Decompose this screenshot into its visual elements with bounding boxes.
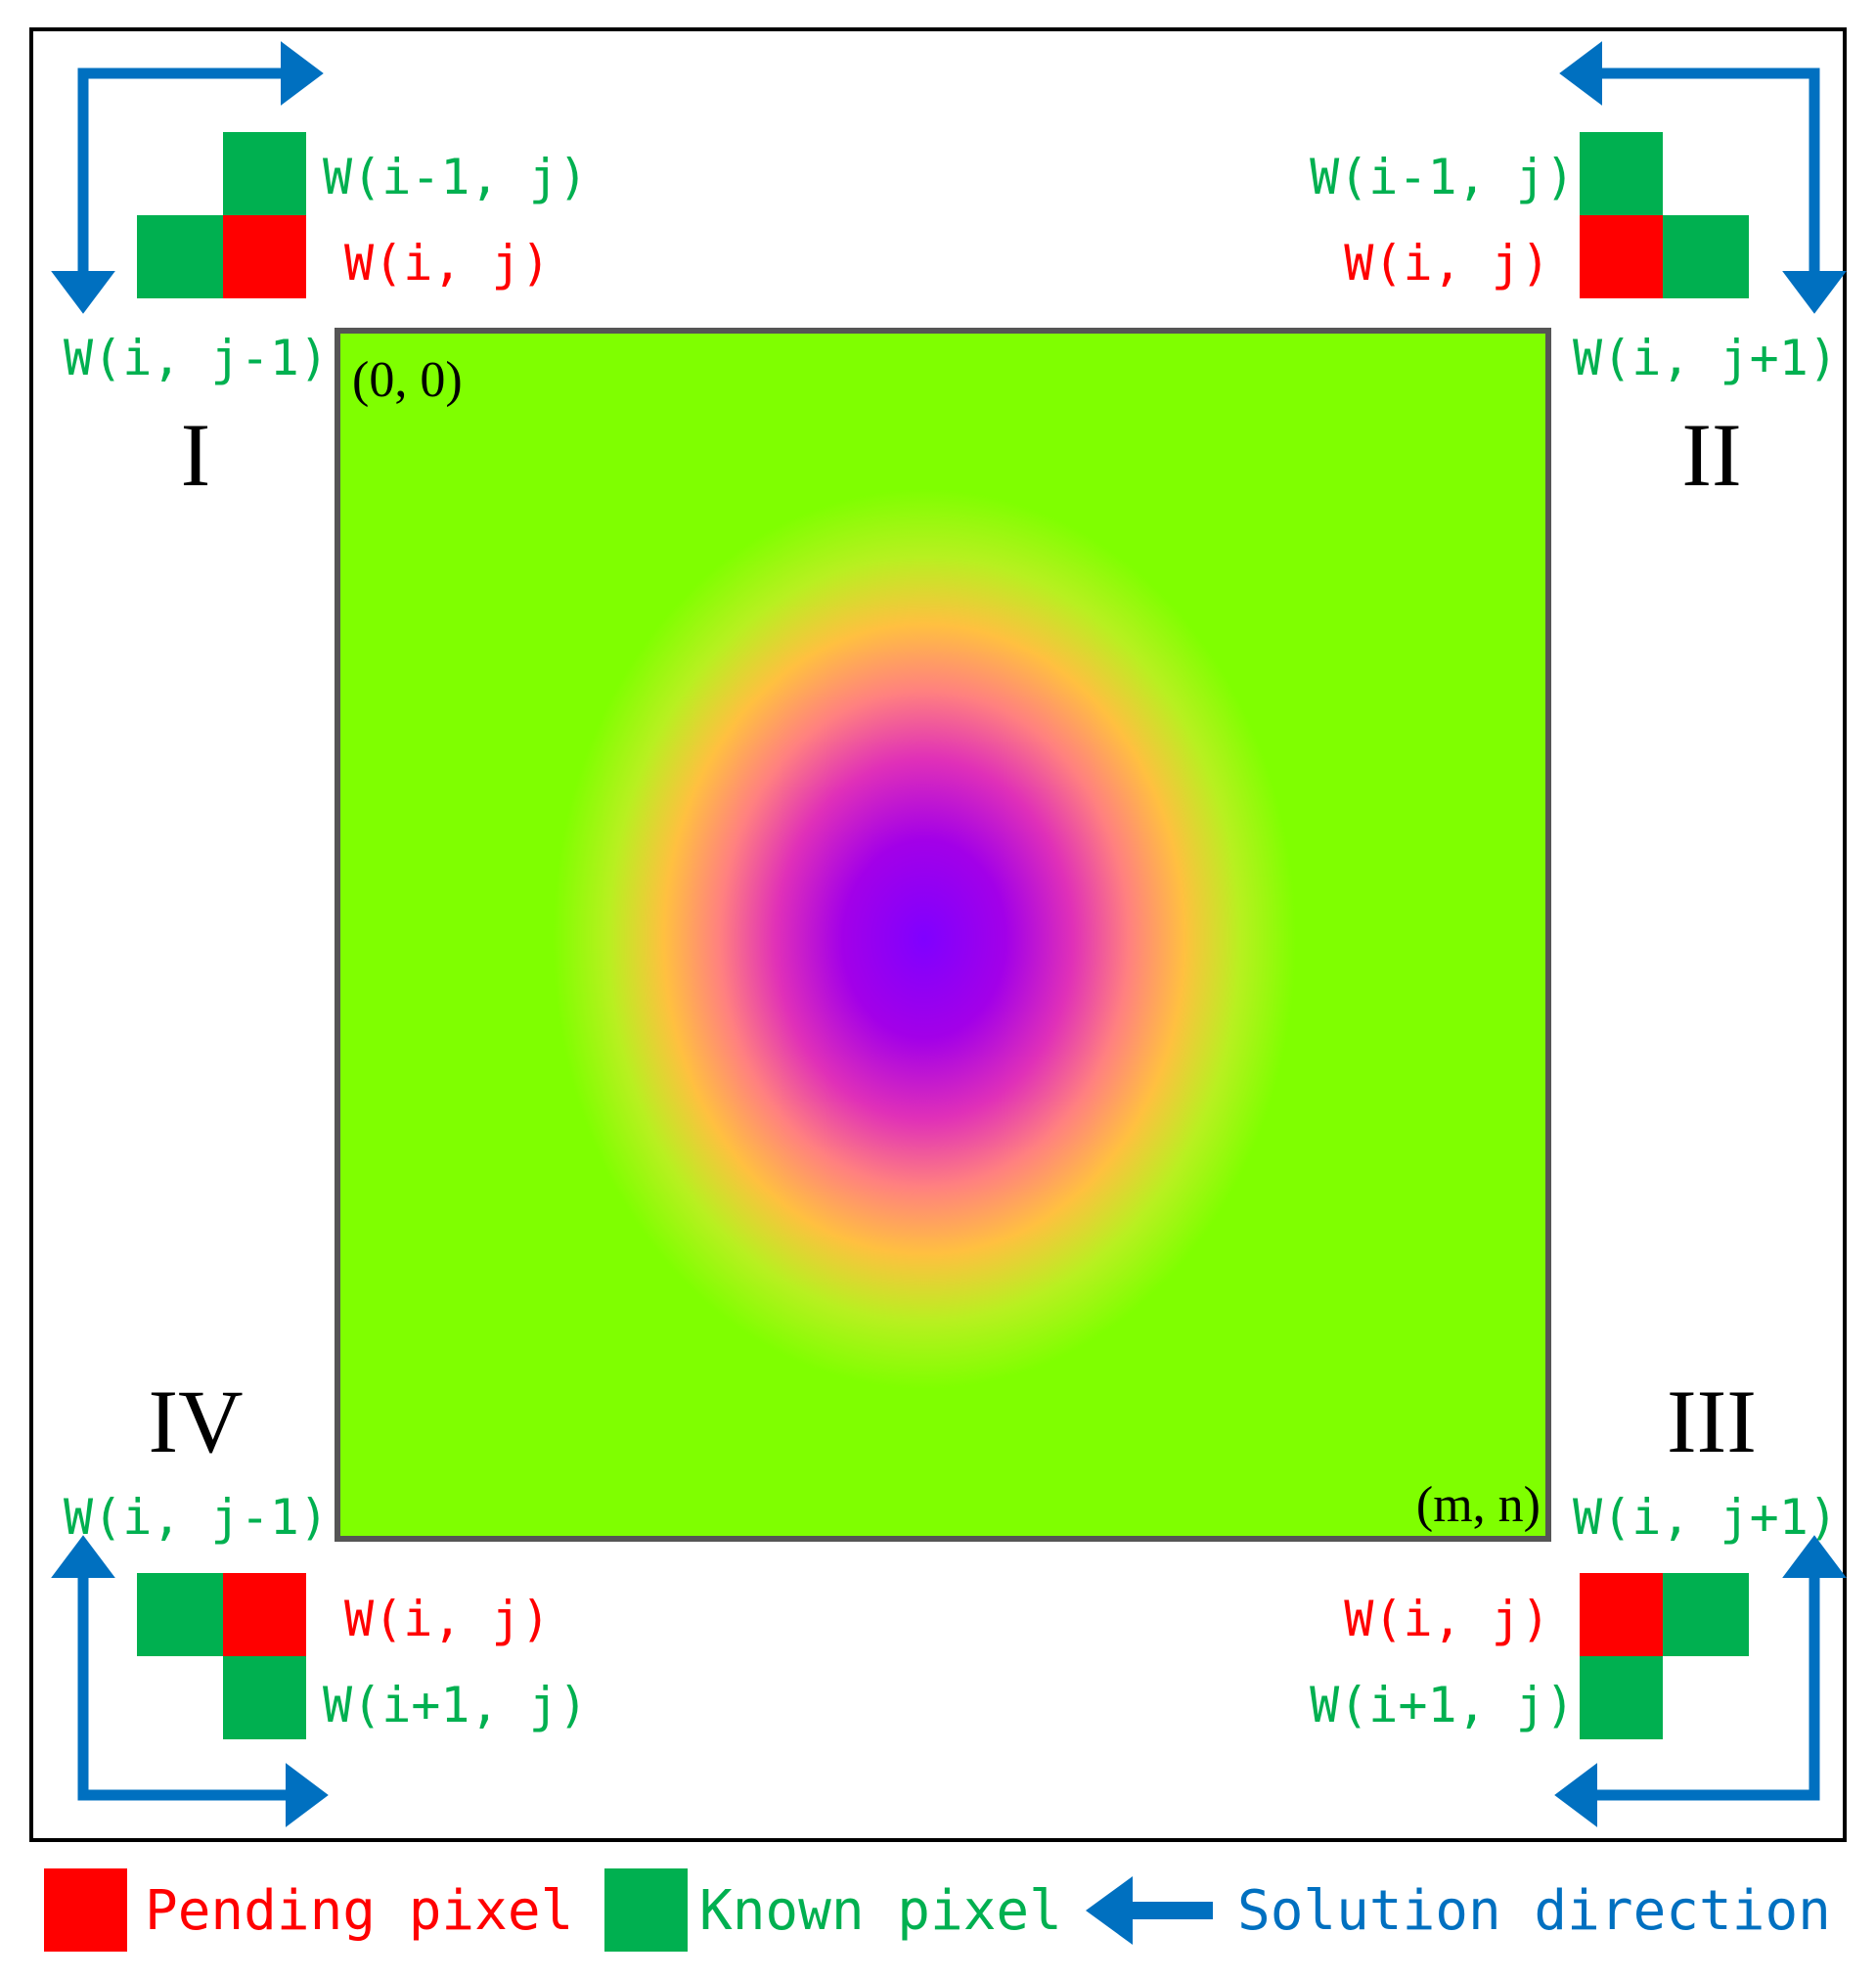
label-next-row: W(i+1, j) — [323, 1677, 588, 1733]
known-pixel — [137, 1573, 223, 1656]
known-pixel — [223, 132, 306, 215]
known-pixel — [137, 215, 223, 298]
legend-pending-label: Pending pixel — [145, 1879, 573, 1943]
label-next-col: W(i, j+1) — [1573, 330, 1838, 386]
pending-pixel — [223, 1573, 306, 1656]
label-next-row: W(i+1, j) — [1310, 1677, 1575, 1733]
field-border — [335, 328, 1551, 1542]
outer-frame — [29, 27, 1847, 1842]
quadrant-i: W(i-1, j) W(i, j) W(i, j-1) I — [51, 41, 588, 505]
legend-pending-swatch — [44, 1868, 127, 1952]
pending-pixel — [223, 215, 306, 298]
known-pixel — [1663, 1573, 1749, 1656]
quadrant-numeral: II — [1681, 405, 1741, 505]
label-prev-col: W(i, j-1) — [64, 330, 329, 386]
known-pixel — [223, 1656, 306, 1739]
quadrant-iv: IV W(i, j-1) W(i, j) W(i+1, j) — [51, 1372, 588, 1827]
field-blob — [553, 489, 1296, 1389]
quadrant-numeral: IV — [148, 1372, 243, 1471]
quadrant-numeral: III — [1667, 1372, 1757, 1471]
quadrant-numeral: I — [181, 405, 211, 505]
legend-known-label: Known pixel — [699, 1879, 1062, 1943]
quadrant-iii: III W(i, j+1) W(i, j) W(i+1, j) — [1310, 1372, 1847, 1827]
label-next-col: W(i, j+1) — [1573, 1489, 1838, 1546]
known-pixel — [1663, 215, 1749, 298]
legend: Pending pixel Known pixel Solution direc… — [44, 1868, 1831, 1952]
label-prev-col: W(i, j-1) — [64, 1489, 329, 1546]
left-arrow-icon — [1086, 1876, 1213, 1945]
pending-pixel — [1580, 1573, 1663, 1656]
label-current: W(i, j) — [1344, 235, 1550, 292]
label-current: W(i, j) — [344, 235, 551, 292]
legend-known-swatch — [604, 1868, 688, 1952]
pending-pixel — [1580, 215, 1663, 298]
legend-direction-label: Solution direction — [1237, 1879, 1831, 1943]
label-prev-row: W(i-1, j) — [1310, 149, 1575, 205]
label-prev-row: W(i-1, j) — [323, 149, 588, 205]
quadrant-ii: W(i-1, j) W(i, j) W(i, j+1) II — [1310, 41, 1847, 505]
label-current: W(i, j) — [344, 1591, 551, 1647]
known-pixel — [1580, 132, 1663, 215]
label-current: W(i, j) — [1344, 1591, 1550, 1647]
known-pixel — [1580, 1656, 1663, 1739]
solution-field: (0, 0) (m, n) — [335, 328, 1551, 1542]
end-label: (m, n) — [1416, 1477, 1541, 1533]
origin-label: (0, 0) — [352, 352, 463, 408]
